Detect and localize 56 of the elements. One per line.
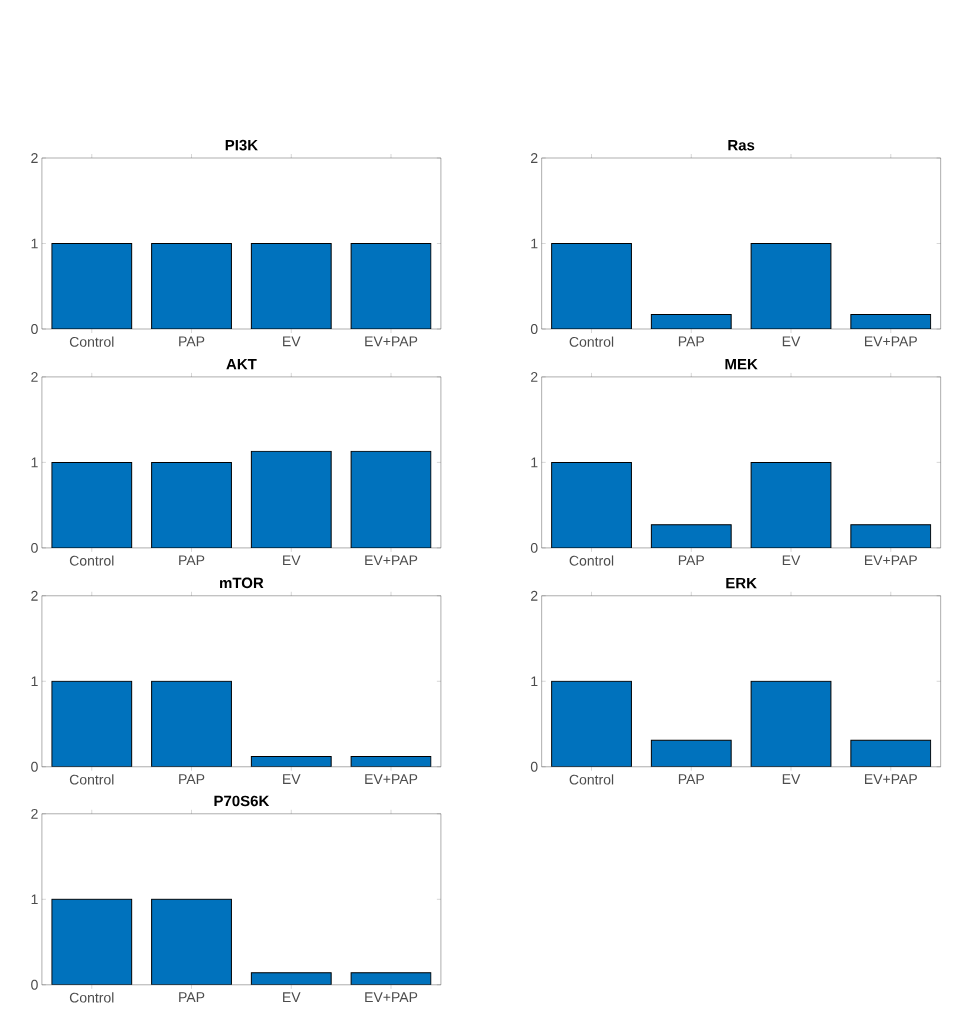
x-tick-label: EV [283, 336, 301, 347]
y-tick-label: 2 [31, 808, 38, 819]
y-tick-label: 2 [531, 153, 538, 163]
x-tick-label: PAP [179, 555, 205, 566]
y-tick-label: 1 [531, 676, 538, 687]
y-tick-label: 0 [530, 761, 538, 772]
y-tick-label: 2 [31, 153, 38, 163]
chart-title: PI3K [225, 139, 258, 151]
y-tick-label: 2 [531, 590, 538, 601]
x-tick-label: EV+PAP [865, 336, 917, 347]
y-tick-label: 0 [31, 324, 38, 334]
chart-title: P70S6K [214, 795, 270, 807]
x-tick-label: PAP [179, 992, 205, 1002]
x-tick-label: EV+PAP [865, 774, 917, 784]
y-tick-label: 0 [31, 979, 38, 990]
y-tick-label: 2 [31, 371, 38, 382]
x-tick-label: Control [569, 555, 614, 566]
chart-title: MEK [725, 359, 758, 370]
chart-title: Ras [728, 140, 755, 151]
x-tick-label: PAP [678, 774, 705, 784]
y-tick-label: 1 [31, 894, 38, 905]
y-tick-label: 1 [31, 457, 38, 468]
x-tick-label: PAP [678, 555, 705, 566]
x-tick-label: EV+PAP [365, 336, 418, 347]
x-tick-label: EV [283, 992, 301, 1002]
x-tick-label: Control [69, 774, 114, 785]
x-tick-label: Control [569, 774, 614, 785]
x-tick-label: EV [782, 336, 801, 347]
x-tick-label: PAP [179, 774, 205, 784]
y-tick-label: 1 [31, 676, 38, 687]
y-tick-label: 0 [530, 542, 538, 553]
x-tick-label: Control [569, 336, 614, 347]
chart-title: AKT [226, 359, 257, 370]
x-tick-label: EV [283, 555, 301, 566]
y-tick-label: 1 [31, 238, 38, 249]
x-tick-label: EV+PAP [365, 992, 418, 1002]
y-tick-label: 1 [531, 238, 538, 249]
chart-title: ERK [726, 577, 757, 589]
x-tick-label: Control [69, 336, 114, 347]
chart-title: mTOR [220, 577, 264, 589]
y-tick-label: 2 [31, 590, 38, 601]
x-tick-label: EV [782, 555, 801, 566]
y-tick-label: 0 [530, 324, 538, 334]
x-tick-label: PAP [179, 336, 205, 347]
x-tick-label: EV [283, 774, 301, 784]
x-tick-label: EV [782, 774, 801, 784]
x-tick-label: EV+PAP [365, 774, 418, 784]
x-tick-label: Control [69, 992, 114, 1003]
y-tick-label: 0 [31, 542, 38, 553]
x-tick-label: Control [69, 555, 114, 566]
x-tick-label: PAP [678, 336, 705, 347]
y-tick-label: 1 [531, 457, 538, 468]
y-tick-label: 0 [31, 761, 38, 772]
x-tick-label: EV+PAP [865, 555, 917, 566]
x-tick-label: EV+PAP [365, 555, 418, 566]
y-tick-label: 2 [531, 371, 538, 382]
